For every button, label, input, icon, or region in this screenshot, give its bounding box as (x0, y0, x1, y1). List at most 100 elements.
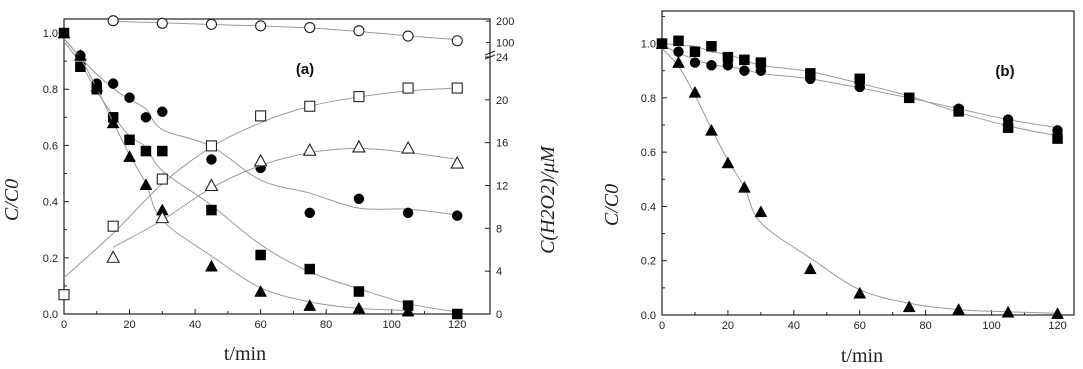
data-point (903, 92, 915, 104)
data-point (58, 289, 70, 301)
x-tick-label: 120 (1048, 320, 1066, 332)
x-tick-label: 60 (254, 319, 266, 331)
data-point (401, 304, 415, 317)
data-point (106, 116, 120, 129)
data-point (123, 150, 136, 162)
y2-tick-label: 0 (496, 309, 502, 321)
data-point (304, 263, 316, 275)
data-point (450, 155, 465, 169)
y-tick-label: 0.8 (43, 84, 58, 96)
data-point (688, 85, 702, 98)
data-point (302, 143, 317, 156)
y2-break-tick-label: 100 (496, 37, 514, 49)
data-point (205, 259, 218, 272)
data-point (803, 262, 817, 275)
series-filled-square (58, 27, 463, 320)
data-point (689, 46, 701, 57)
y-tick-label: 0.6 (641, 147, 656, 159)
data-point (451, 210, 463, 221)
data-point (205, 140, 218, 152)
x-axis-label: t/min (841, 345, 883, 367)
data-point (451, 82, 463, 94)
series-open-square (58, 82, 463, 301)
data-point (402, 82, 414, 94)
data-point (672, 56, 685, 68)
data-point (107, 220, 119, 232)
x-tick-label: 120 (448, 319, 466, 331)
data-point (853, 286, 867, 299)
x-tick-label: 80 (320, 319, 332, 331)
x-tick-label: 100 (982, 320, 1000, 332)
data-point (157, 106, 168, 117)
x-tick-label: 60 (854, 320, 866, 332)
data-point (206, 204, 217, 216)
plot-frame (661, 10, 1075, 316)
data-point (805, 73, 816, 85)
y2-tick-label: 12 (496, 181, 508, 193)
y2-axis-label: C(H2O2)/μM (537, 145, 559, 254)
fit-curve (63, 41, 458, 313)
data-point (204, 178, 219, 192)
y-tick-label: 0.0 (641, 310, 656, 322)
data-point (722, 60, 734, 71)
data-point (107, 15, 119, 27)
fit-curve (63, 87, 458, 278)
data-point (106, 250, 121, 263)
data-point (1001, 305, 1015, 318)
data-point (655, 37, 669, 49)
y-tick-label: 0.4 (641, 201, 656, 213)
data-point (1051, 307, 1064, 319)
data-point (353, 286, 365, 297)
data-point (73, 49, 87, 61)
data-point (1002, 114, 1014, 125)
y-tick-label: 1.0 (641, 39, 656, 51)
panel-label: (a) (296, 61, 314, 78)
y-tick-label: 0.2 (43, 253, 58, 265)
y2-break-tick-label: 200 (496, 16, 514, 28)
data-point (451, 35, 463, 47)
axis-break-mark (484, 54, 496, 60)
data-point (304, 21, 316, 34)
data-point (754, 205, 768, 218)
data-point (351, 139, 366, 153)
data-point (755, 65, 767, 76)
data-point (205, 18, 218, 30)
data-point (402, 30, 414, 42)
data-point (255, 110, 267, 122)
data-point (304, 100, 316, 112)
data-point (107, 78, 119, 89)
data-point (739, 54, 750, 66)
y2-tick-label: 24 (496, 52, 508, 64)
x-tick-label: 40 (788, 320, 800, 332)
y-axis-label: C/C0 (1, 179, 23, 221)
series-open-circle (107, 15, 463, 47)
plot-frame (63, 18, 491, 315)
data-point (155, 210, 170, 224)
data-point (1052, 125, 1063, 136)
series-open-triangle (106, 139, 465, 263)
data-point (140, 112, 152, 123)
fit-curve (112, 147, 458, 248)
y-tick-label: 0.0 (43, 309, 58, 321)
data-point (737, 180, 751, 193)
data-point (673, 35, 684, 47)
data-point (705, 123, 718, 136)
panel-label: (b) (995, 63, 1014, 80)
x-tick-label: 20 (722, 320, 734, 332)
x-tick-label: 0 (61, 319, 67, 331)
series-filled-triangle (57, 26, 415, 317)
y2-tick-label: 16 (496, 138, 508, 150)
data-point (124, 134, 135, 146)
axis-break-mark (484, 50, 496, 56)
x-axis-label: t/min (224, 343, 266, 365)
data-point (140, 145, 152, 157)
data-point (353, 91, 365, 103)
y-tick-label: 0.6 (43, 140, 58, 152)
data-point (689, 57, 701, 68)
data-point (673, 46, 684, 57)
data-point (739, 65, 750, 76)
data-point (353, 193, 365, 205)
data-point (401, 140, 416, 154)
y2-tick-label: 20 (496, 95, 508, 107)
